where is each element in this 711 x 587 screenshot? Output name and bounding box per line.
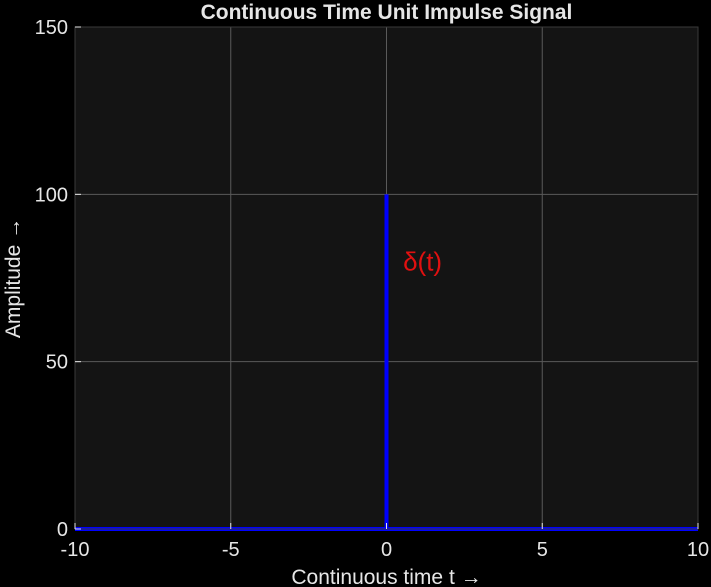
x-tick-label-4: 10 [687,539,709,561]
x-tick-label-2: 0 [381,539,392,561]
y-axis-label: Amplitude → [2,218,25,338]
y-axis: 0 50 100 150 [35,17,81,541]
x-axis: -10 -5 0 5 10 [61,523,709,561]
y-tick-label-3: 150 [35,17,68,39]
y-tick-label-1: 50 [46,352,68,374]
y-tick-label-0: 0 [57,519,68,541]
x-tick-label-0: -10 [61,539,90,561]
x-axis-label: Continuous time t → [291,566,481,587]
x-tick-label-1: -5 [222,539,240,561]
chart-title: Continuous Time Unit Impulse Signal [201,1,573,24]
y-tick-label-2: 100 [35,184,68,206]
annotation-layer: δ(t) [403,246,442,276]
annotation-label-0: δ(t) [403,246,442,276]
x-tick-label-3: 5 [537,539,548,561]
